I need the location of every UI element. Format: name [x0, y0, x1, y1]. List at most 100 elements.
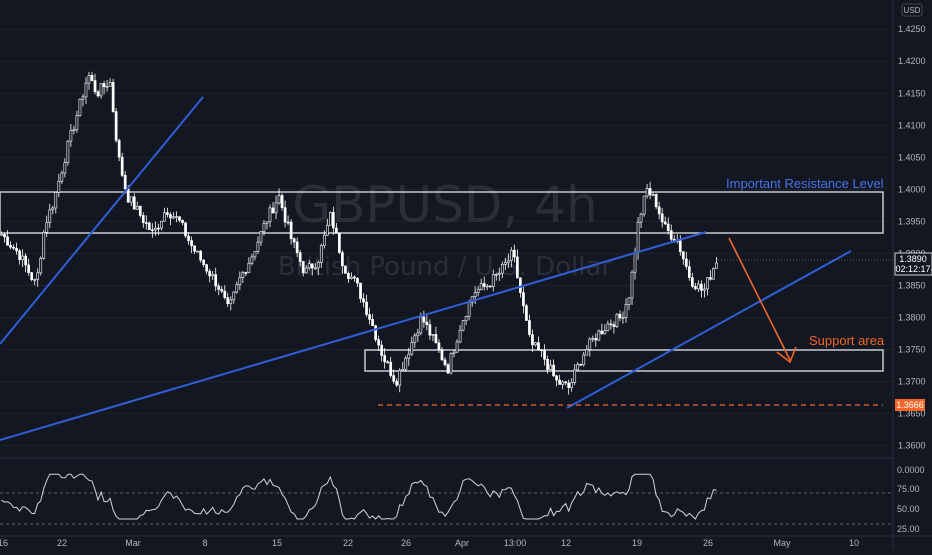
candle-body — [383, 355, 386, 363]
time-label: 16 — [0, 538, 8, 548]
candle-body — [455, 341, 459, 353]
candle-body — [229, 299, 233, 304]
candle-body — [18, 250, 21, 260]
candle-body — [78, 98, 82, 116]
trendline-long-support[interactable] — [0, 231, 707, 441]
candle-body — [630, 271, 634, 299]
candle-body — [328, 212, 332, 226]
candle-body — [410, 342, 414, 355]
candle-body — [431, 334, 435, 336]
candle-body — [482, 283, 486, 287]
candle-body — [353, 276, 356, 279]
price-tick: 1.4150 — [898, 88, 926, 98]
price-tick: 1.3800 — [898, 312, 926, 322]
rsi-tick: 0.0000 — [897, 465, 925, 475]
candle-body — [184, 222, 187, 237]
candle-body — [531, 334, 534, 346]
candle-body — [666, 223, 670, 231]
candle-body — [120, 156, 124, 176]
time-label: 15 — [272, 538, 282, 548]
candle-body — [684, 258, 688, 267]
time-label: 13:00 — [504, 538, 527, 548]
time-label: 22 — [343, 538, 353, 548]
current-price-tag — [894, 252, 932, 276]
rsi-tick: 50.00 — [897, 504, 920, 514]
projection-arrow-head — [776, 346, 797, 364]
candle-body — [99, 83, 103, 97]
candle-body — [160, 220, 163, 229]
candle-body — [603, 330, 607, 335]
candle-body — [196, 250, 199, 253]
price-tick: 1.4100 — [898, 120, 926, 130]
support-zone[interactable] — [364, 349, 884, 372]
candle-body — [126, 188, 130, 203]
time-axis[interactable]: 16 22 Mar 8 15 22 26 Apr 13:00 12 19 26 … — [0, 538, 859, 548]
candle-body — [534, 342, 537, 346]
candle-body — [663, 221, 667, 225]
candle-body — [543, 350, 546, 360]
price-tick: 1.4000 — [898, 184, 926, 194]
candle-body — [178, 216, 181, 221]
candle-body — [69, 130, 73, 142]
candle-body — [114, 111, 118, 141]
candle-body — [295, 241, 299, 254]
candle-body — [181, 220, 184, 224]
candle-body — [395, 380, 399, 386]
rsi-line — [1, 473, 717, 520]
currency-badge-frame[interactable] — [901, 3, 923, 17]
candle-body — [392, 375, 396, 382]
time-label: 10 — [849, 538, 859, 548]
candle-body — [66, 140, 70, 163]
candle-body — [597, 330, 601, 341]
support-label[interactable]: Support area — [809, 333, 885, 348]
support-price-tag — [895, 399, 925, 411]
candle-body — [461, 320, 465, 331]
candle-body — [434, 334, 438, 344]
candle-body — [691, 277, 694, 287]
time-label: 8 — [202, 538, 207, 548]
candles — [0, 71, 718, 395]
candle-body — [163, 212, 166, 222]
currency-badge[interactable]: USD — [904, 6, 921, 15]
trendline-early-support[interactable] — [0, 96, 204, 345]
candle-body — [57, 181, 61, 193]
candle-body — [479, 283, 483, 290]
candle-body — [250, 256, 254, 264]
candle-body — [446, 364, 450, 374]
candle-body — [150, 229, 154, 231]
candle-body — [709, 277, 712, 280]
candle-body — [618, 313, 622, 319]
candle-body — [322, 234, 326, 246]
candle-body — [413, 335, 417, 343]
projection-arrow[interactable] — [728, 237, 791, 361]
candle-body — [621, 317, 625, 319]
candle-body — [669, 230, 673, 240]
resistance-label[interactable]: Important Resistance Level — [726, 176, 884, 191]
candle-body — [211, 274, 215, 277]
candle-body — [537, 342, 540, 351]
candle-body — [310, 263, 314, 269]
candle-body — [425, 321, 429, 325]
candle-body — [509, 249, 513, 261]
resistance-zone[interactable] — [0, 191, 884, 234]
candle-body — [579, 364, 583, 366]
candle-body — [214, 274, 218, 287]
candle-body — [144, 222, 148, 224]
candle-body — [102, 83, 106, 88]
candle-body — [129, 196, 133, 203]
candle-body — [519, 277, 522, 293]
candle-body — [63, 162, 67, 174]
candle-body — [522, 292, 525, 307]
candle-body — [15, 247, 18, 252]
candle-body — [138, 205, 142, 216]
candle-body — [232, 291, 236, 301]
candle-body — [265, 221, 269, 224]
candle-body — [341, 252, 344, 267]
trendline-rising-support[interactable] — [566, 250, 852, 409]
candle-body — [108, 82, 112, 87]
candle-body — [700, 283, 703, 291]
candle-body — [247, 262, 251, 273]
candle-body — [289, 221, 293, 239]
